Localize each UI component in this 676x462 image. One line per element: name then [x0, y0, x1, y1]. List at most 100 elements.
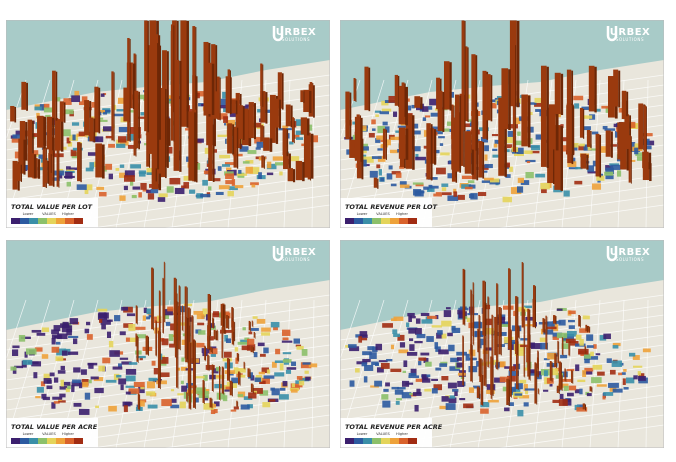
legend-low: Lower [23, 432, 34, 436]
parcel [568, 319, 575, 323]
legend-swatch [29, 218, 38, 224]
building-side [349, 92, 352, 141]
building-side [26, 82, 28, 111]
parcel [433, 384, 443, 391]
parcel [539, 337, 547, 342]
parcel [412, 182, 424, 185]
parcel [523, 402, 529, 407]
building-bar [21, 81, 27, 110]
legend-swatch [354, 218, 363, 224]
parcel [514, 383, 523, 390]
parcel [181, 357, 185, 362]
parcel [36, 167, 48, 171]
parcel [233, 367, 239, 374]
parcel [578, 145, 587, 151]
parcel [279, 387, 286, 391]
parcel [355, 334, 363, 338]
road [171, 79, 195, 228]
parcel [273, 327, 278, 331]
parcel [513, 343, 525, 351]
parcel [105, 135, 114, 139]
legend-swatch [20, 218, 29, 224]
parcel [431, 388, 438, 394]
parcel [295, 130, 304, 135]
building-bar [277, 72, 282, 109]
parcel [558, 399, 568, 406]
parcel [143, 307, 148, 314]
parcel [579, 143, 585, 147]
building-side [147, 21, 149, 133]
building-bar [482, 70, 487, 139]
building-bar [285, 104, 291, 127]
parcel [482, 170, 488, 173]
parcel [534, 97, 545, 103]
building-side [492, 357, 494, 396]
panel-border [6, 240, 330, 448]
parcel [433, 193, 442, 197]
parcel [120, 384, 124, 391]
parcel [169, 177, 181, 185]
parcel [142, 189, 149, 192]
parcel [602, 395, 606, 400]
parcel [254, 137, 262, 144]
parcel [137, 94, 149, 100]
parcel [51, 346, 60, 353]
building-bar [642, 151, 649, 169]
parcel [57, 333, 68, 340]
building-bar [561, 337, 563, 355]
parcel [405, 382, 414, 385]
building-bar [554, 125, 561, 190]
parcel [279, 363, 284, 371]
parcel [599, 335, 607, 341]
parcel [421, 319, 433, 324]
building-bar [426, 123, 431, 180]
parcel [220, 105, 228, 109]
parcel [102, 357, 111, 364]
parcel [524, 305, 533, 309]
parcel [67, 384, 71, 390]
building-bar [472, 282, 474, 345]
building-bar [373, 177, 378, 188]
parcel [67, 141, 73, 147]
building-bar [566, 69, 572, 113]
building-side [147, 336, 149, 356]
building-bar [241, 108, 249, 146]
parcel [232, 169, 237, 176]
logo-name: URBEX [276, 27, 316, 38]
building-side [529, 309, 531, 378]
parcel [418, 357, 427, 361]
parcel [117, 136, 127, 143]
parcel [390, 183, 397, 187]
parcel [125, 391, 131, 395]
parcel [463, 316, 468, 320]
parcel [372, 346, 378, 353]
parcel [642, 348, 651, 353]
parcel [66, 328, 72, 336]
parcel [293, 338, 300, 344]
parcel [449, 366, 460, 371]
parcel [73, 367, 81, 373]
parcel [449, 395, 456, 399]
parcel [603, 392, 614, 396]
parcel [108, 405, 117, 412]
parcel [132, 186, 141, 190]
building-side [33, 154, 37, 179]
parcel [11, 138, 21, 143]
building-bar [127, 37, 130, 141]
parcel [461, 184, 472, 189]
building-bar [17, 163, 21, 181]
parcel [402, 370, 407, 373]
parcel [295, 119, 305, 126]
building-side [236, 127, 239, 169]
logo-name: URBEX [610, 247, 650, 258]
building-side [63, 102, 66, 123]
parcel [412, 392, 422, 396]
parcel [362, 351, 372, 356]
road [89, 414, 330, 448]
parcel [464, 123, 474, 128]
parcel [556, 308, 563, 311]
building-bar [548, 104, 556, 150]
parcel [421, 374, 427, 381]
